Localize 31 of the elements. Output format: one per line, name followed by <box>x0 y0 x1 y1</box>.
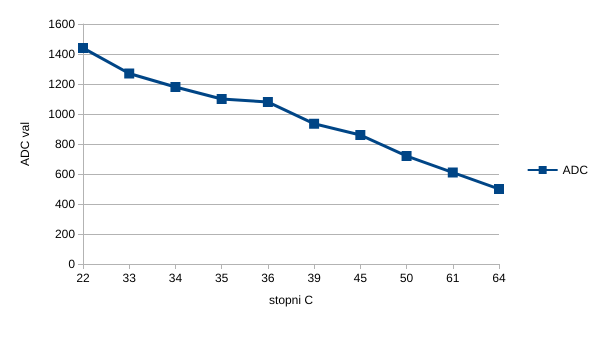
point <box>124 68 134 78</box>
point <box>309 118 320 129</box>
x-tick-label: 45 <box>354 271 368 285</box>
x-tick-label: 64 <box>492 271 506 285</box>
y-tick-label: 400 <box>54 197 76 211</box>
y-tick-label: 1400 <box>48 47 76 61</box>
x-tick-label: 35 <box>214 271 229 285</box>
y-axis-title: ADC val <box>18 122 32 166</box>
y-tick-label: 1200 <box>48 77 76 91</box>
point <box>494 184 504 194</box>
y-tick-label: 200 <box>54 227 76 241</box>
point <box>216 94 227 104</box>
point <box>448 168 458 178</box>
x-tick-label: 34 <box>168 271 182 285</box>
x-tick-label: 36 <box>261 271 275 285</box>
y-tick-label: 0 <box>68 257 76 271</box>
x-tick-label: 61 <box>446 271 460 285</box>
y-tick-label: 600 <box>54 167 76 181</box>
point <box>402 151 412 161</box>
x-axis-title: stopni C <box>268 293 314 307</box>
y-tick-label: 1000 <box>48 107 76 121</box>
x-tick-label: 50 <box>400 271 414 285</box>
point <box>170 82 180 92</box>
legend-label: ADC <box>562 163 588 177</box>
y-tick-label: 800 <box>54 137 76 151</box>
point <box>262 97 273 107</box>
x-tick-label: 22 <box>76 271 90 285</box>
y-tick-label: 1600 <box>48 17 76 31</box>
x-tick-label: 33 <box>122 271 136 285</box>
x-tick-label: 39 <box>307 271 322 285</box>
point <box>355 130 366 140</box>
